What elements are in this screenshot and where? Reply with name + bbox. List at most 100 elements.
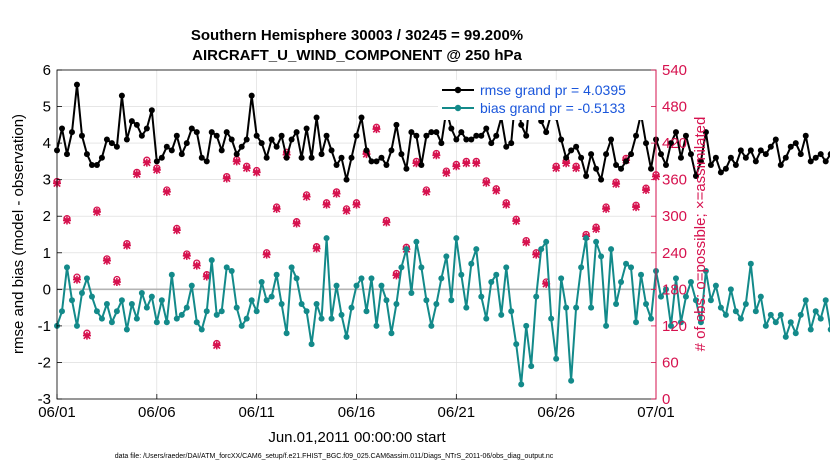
bias-point — [817, 315, 824, 322]
rmse-point — [273, 143, 280, 150]
obs-assimilated-point — [572, 164, 581, 173]
obs-assimilated-point — [612, 179, 621, 188]
rmse-point — [563, 154, 570, 161]
rmse-point — [418, 162, 425, 169]
y-left-tick-label: 6 — [43, 62, 51, 79]
rmse-point — [518, 121, 525, 128]
bias-point — [178, 311, 185, 318]
obs-assimilated-point — [512, 217, 521, 226]
bias-point — [168, 271, 175, 278]
y-right-axis-label: # of obs: o=possible; ×=assimilated — [692, 117, 709, 352]
rmse-point — [323, 132, 330, 139]
rmse-point — [108, 140, 115, 147]
bias-point — [448, 297, 455, 304]
rmse-point — [358, 114, 365, 121]
rmse-point — [243, 136, 250, 143]
rmse-point — [558, 136, 565, 143]
rmse-point — [448, 125, 455, 132]
rmse-point — [648, 165, 655, 172]
y-right-tick-label: 420 — [662, 135, 687, 152]
bias-point — [263, 297, 270, 304]
obs-assimilated-point — [472, 159, 481, 168]
rmse-point — [453, 136, 460, 143]
obs-assimilated-point — [502, 200, 511, 209]
legend: rmse grand pr = 4.0395 bias grand pr = -… — [438, 80, 651, 120]
bias-point — [508, 308, 515, 315]
rmse-point — [393, 121, 400, 128]
bias-point — [608, 246, 615, 253]
rmse-point — [203, 158, 210, 165]
rmse-point — [363, 147, 370, 154]
bias-point — [493, 271, 500, 278]
obs-assimilated-point — [62, 216, 71, 225]
bias-point — [428, 322, 435, 329]
obs-assimilated-point — [72, 275, 81, 284]
rmse-point — [523, 132, 530, 139]
x-axis-ticks: 06/01 06/06 06/11 06/16 06/21 06/26 07/01 — [38, 394, 675, 421]
bias-point — [233, 304, 240, 311]
rmse-point — [613, 162, 620, 169]
rmse-point — [398, 151, 405, 158]
chart-title-line2: AIRCRAFT_U_WIND_COMPONENT @ 250 hPa — [192, 47, 522, 64]
rmse-point — [143, 125, 150, 132]
bias-point — [293, 275, 300, 282]
obs-assimilated-point — [152, 165, 161, 174]
bias-point — [68, 297, 75, 304]
obs-assimilated-point — [552, 164, 561, 173]
rmse-point — [583, 173, 590, 180]
x-tick-label: 06/01 — [38, 404, 76, 421]
bias-point — [373, 322, 380, 329]
rmse-point — [742, 154, 749, 161]
rmse-point — [293, 129, 300, 136]
bias-point — [433, 300, 440, 307]
bias-point — [533, 293, 540, 300]
bias-point — [792, 330, 799, 337]
bias-point — [742, 300, 749, 307]
rmse-point — [268, 136, 275, 143]
rmse-point — [423, 132, 430, 139]
bias-point — [463, 304, 470, 311]
rmse-point — [428, 129, 435, 136]
bias-point — [638, 271, 645, 278]
bias-point — [603, 322, 610, 329]
bias-point — [473, 246, 480, 253]
rmse-point — [752, 158, 759, 165]
bias-point — [253, 308, 260, 315]
bias-point — [193, 319, 200, 326]
bias-point — [118, 297, 125, 304]
rmse-point — [662, 162, 669, 169]
obs-assimilated-point — [102, 256, 111, 265]
rmse-point — [253, 132, 260, 139]
bias-point — [807, 326, 814, 333]
y-left-tick-label: -2 — [38, 354, 51, 371]
x-tick-label: 06/26 — [537, 404, 575, 421]
bias-point — [797, 311, 804, 318]
rmse-point — [103, 136, 110, 143]
obs-assimilated-point — [592, 225, 601, 234]
bias-point — [258, 279, 265, 286]
y-left-axis-label: rmse and bias (model - observation) — [10, 114, 27, 354]
bias-point — [593, 238, 600, 245]
rmse-point — [777, 162, 784, 169]
legend-bias-marker — [454, 104, 462, 112]
bias-point — [203, 308, 210, 315]
obs-assimilated-point — [532, 250, 541, 259]
rmse-point — [153, 158, 160, 165]
bias-point — [138, 289, 145, 296]
bias-point — [488, 279, 495, 286]
bias-point — [398, 264, 405, 271]
obs-assimilated-point — [522, 238, 531, 247]
rmse-point — [568, 147, 575, 154]
bias-point — [78, 289, 85, 296]
rmse-point — [403, 165, 410, 172]
rmse-point — [603, 151, 610, 158]
data-file-footnote: data file: /Users/raeder/DAI/ATM_forcXX/… — [115, 453, 554, 460]
rmse-point — [118, 92, 125, 99]
bias-point — [328, 315, 335, 322]
bias-point — [692, 297, 699, 304]
rmse-point — [298, 154, 305, 161]
rmse-point — [163, 143, 170, 150]
rmse-point — [543, 129, 550, 136]
bias-point — [133, 315, 140, 322]
rmse-point — [353, 132, 360, 139]
